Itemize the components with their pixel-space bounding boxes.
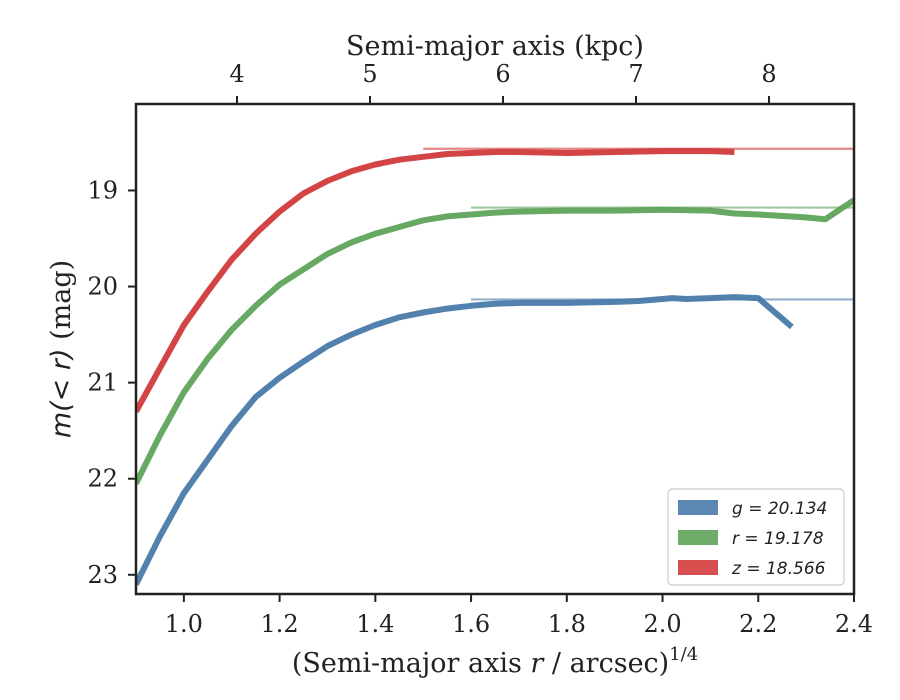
series-z: [136, 147, 854, 413]
series-r: [136, 197, 854, 485]
series-curve: [136, 197, 854, 485]
y-tick-label: 21: [87, 369, 118, 397]
x-tick-label: 1.0: [165, 610, 203, 638]
x-tick-label: 2.2: [739, 610, 777, 638]
x-tick-label: 1.2: [261, 610, 299, 638]
legend-swatch: [678, 530, 718, 545]
x-tick-label: 2.4: [835, 610, 873, 638]
x-tick-label: 1.6: [452, 610, 490, 638]
top-tick-label: 8: [761, 60, 776, 88]
legend: g = 20.134 r = 19.178 z = 18.566: [667, 488, 845, 586]
left-axis-label-var: m(< r): [46, 348, 77, 438]
top-axis: 4 5 6 7 8: [229, 60, 777, 104]
top-tick-label: 6: [495, 60, 510, 88]
bottom-axis-label-suffix: / arcsec): [543, 648, 669, 679]
series-layer: [136, 147, 854, 586]
series-curve: [136, 294, 794, 586]
legend-swatch: [678, 560, 718, 575]
y-tick-label: 23: [87, 561, 118, 589]
series-g: [136, 294, 854, 586]
bottom-axis-label-prefix: (Semi-major axis: [292, 648, 531, 679]
legend-label: z = 18.566: [731, 559, 826, 579]
x-tick-label: 2.0: [643, 610, 681, 638]
series-curve: [136, 148, 735, 413]
top-tick-label: 4: [229, 60, 244, 88]
bottom-axis-label-exp: 1/4: [669, 644, 698, 665]
bottom-axis: 1.0 1.2 1.4 1.6 1.8 2.0 2.2 2.4: [165, 594, 873, 638]
left-axis-label-unit: (mag): [46, 260, 77, 349]
legend-swatch: [678, 500, 718, 515]
legend-label: r = 19.178: [732, 529, 824, 549]
bottom-axis-label-var: r: [530, 648, 545, 679]
left-axis: 19 20 21 22 23: [87, 176, 136, 589]
top-tick-label: 5: [362, 60, 377, 88]
y-tick-label: 20: [87, 273, 118, 301]
y-tick-label: 19: [87, 176, 118, 204]
bottom-axis-label: (Semi-major axis r / arcsec)1/4: [292, 644, 698, 679]
left-axis-label: m(< r) (mag): [46, 260, 77, 438]
top-tick-label: 7: [628, 60, 643, 88]
top-axis-label: Semi-major axis (kpc): [346, 31, 644, 62]
plot-frame: [134, 102, 856, 596]
x-tick-label: 1.4: [356, 610, 394, 638]
x-tick-label: 1.8: [548, 610, 586, 638]
y-tick-label: 22: [87, 465, 118, 493]
legend-label: g = 20.134: [732, 499, 827, 519]
